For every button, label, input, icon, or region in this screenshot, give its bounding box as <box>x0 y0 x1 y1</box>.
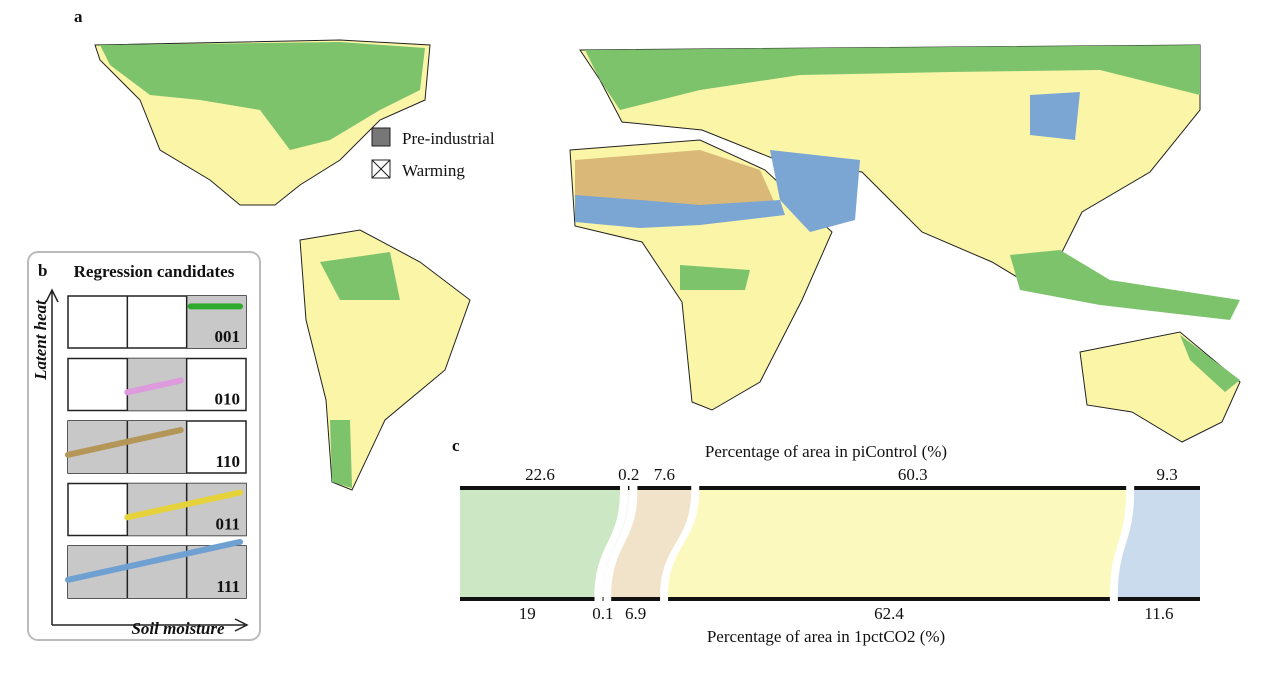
candidate-code: 001 <box>215 327 241 346</box>
legend-cross <box>371 159 391 179</box>
bottom-bar <box>668 597 1110 601</box>
top-bar <box>1134 486 1200 490</box>
active-region <box>186 546 246 598</box>
bottom-bar <box>602 597 604 601</box>
candidate-code: 010 <box>215 390 241 409</box>
top-title: Percentage of area in piControl (%) <box>705 442 947 461</box>
x-axis-label: Soil moisture <box>131 619 225 638</box>
top-value: 60.3 <box>898 465 928 484</box>
axes <box>45 288 249 632</box>
top-bar <box>628 486 630 490</box>
top-bar <box>699 486 1127 490</box>
flow-ribbon <box>611 490 692 597</box>
y-axis-label: Latent heat <box>31 299 50 381</box>
legend-swatch <box>371 127 391 147</box>
flow-ribbon <box>668 490 1127 597</box>
bottom-title: Percentage of area in 1pctCO2 (%) <box>707 627 945 646</box>
bottom-bar <box>611 597 661 601</box>
flow-ribbon <box>460 490 621 597</box>
legend-label: Pre-industrial <box>402 129 495 148</box>
bottom-value: 11.6 <box>1144 604 1173 623</box>
candidate-code: 110 <box>215 452 240 471</box>
top-value: 0.2 <box>618 465 639 484</box>
panel-label: c <box>452 436 460 455</box>
candidate-code: 111 <box>216 577 240 596</box>
bottom-value: 6.9 <box>625 604 646 623</box>
top-value: 7.6 <box>654 465 675 484</box>
regression-line <box>124 489 243 521</box>
regression-line <box>124 377 184 396</box>
top-value: 9.3 <box>1156 465 1177 484</box>
top-bar <box>637 486 692 490</box>
flow-ribbon <box>1117 490 1200 597</box>
world-map: Pre-industrial Warming <box>94 39 1241 491</box>
regression-line <box>65 427 184 458</box>
bottom-bar <box>1117 597 1200 601</box>
legend-label: Warming <box>402 161 465 180</box>
bottom-bar <box>460 597 595 601</box>
top-value: 22.6 <box>525 465 555 484</box>
top-bar <box>460 486 621 490</box>
panel-label: a <box>74 7 83 26</box>
bottom-value: 62.4 <box>874 604 904 623</box>
panel-label: b <box>38 261 47 280</box>
flow-ribbon <box>602 490 630 597</box>
panel-title: Regression candidates <box>74 262 235 281</box>
bottom-value: 19 <box>519 604 536 623</box>
regression-line <box>65 538 243 583</box>
candidate-code: 011 <box>215 515 240 534</box>
bottom-value: 0.1 <box>592 604 613 623</box>
